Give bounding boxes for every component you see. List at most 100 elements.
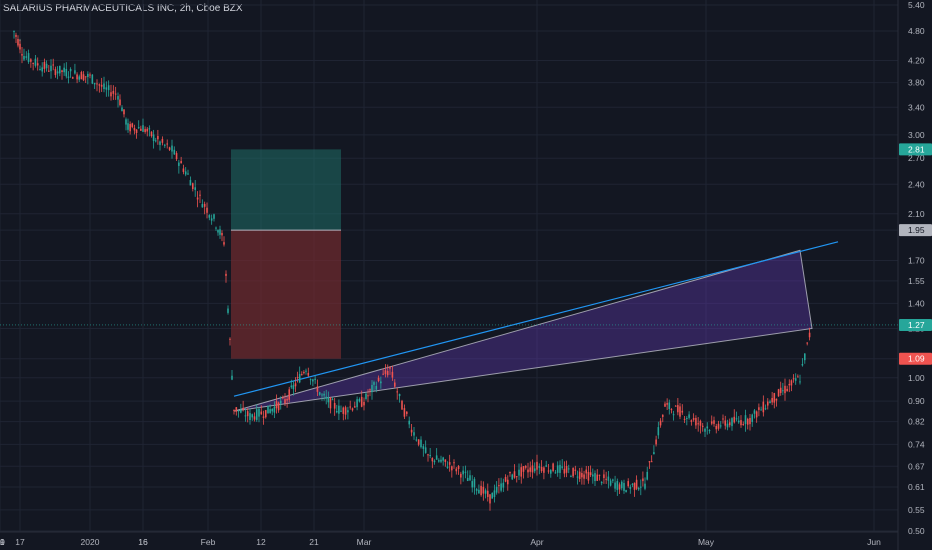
price-tick-label: 1.55 xyxy=(908,276,925,286)
candle-body xyxy=(344,407,347,415)
candle-body xyxy=(309,379,312,381)
candle-body xyxy=(554,472,557,474)
price-badge-label: 1.27 xyxy=(908,320,925,330)
candle-body xyxy=(612,479,614,481)
candle-body xyxy=(277,402,280,411)
candle-body xyxy=(129,124,131,132)
candle-body xyxy=(733,416,736,423)
time-tick-label: Feb xyxy=(201,537,216,547)
candle-body xyxy=(154,140,157,142)
time-tick-label: 17 xyxy=(15,537,25,547)
candle-body xyxy=(545,465,547,467)
candle-body xyxy=(84,76,87,78)
candle-body xyxy=(531,465,534,473)
candle-body xyxy=(683,418,686,420)
candle-body xyxy=(513,471,516,478)
candle-body xyxy=(43,61,46,69)
price-badge xyxy=(899,352,932,365)
candle-body xyxy=(435,455,438,460)
candle-body xyxy=(235,407,238,412)
candle-body xyxy=(804,353,806,361)
candle-body xyxy=(144,129,146,132)
price-tick-label: 0.67 xyxy=(908,461,925,471)
candle-body xyxy=(215,227,217,229)
candle-body xyxy=(161,138,164,143)
candle-body xyxy=(298,374,301,383)
candle-body xyxy=(331,399,334,401)
candle-body xyxy=(48,70,50,72)
candle-body xyxy=(127,123,129,130)
candle-body xyxy=(420,439,422,448)
candle-body xyxy=(168,147,171,150)
candle-body xyxy=(131,123,134,127)
candle-body xyxy=(433,460,436,463)
candle-body xyxy=(455,468,458,472)
candle-body xyxy=(305,370,307,372)
candle-body xyxy=(225,273,227,276)
candle-body xyxy=(655,439,657,445)
candle-body xyxy=(296,376,299,378)
candle-body xyxy=(457,466,460,470)
price-tick-label: 0.55 xyxy=(908,505,925,515)
candle-body xyxy=(21,54,23,56)
candle-body xyxy=(340,410,342,412)
candle-body xyxy=(522,466,525,472)
price-badge-label: 2.81 xyxy=(908,144,925,154)
candle-body xyxy=(670,409,673,411)
candle-body xyxy=(114,93,117,95)
candle-body xyxy=(471,481,474,488)
candle-body xyxy=(708,430,711,432)
candle-body xyxy=(380,381,382,384)
candle-body xyxy=(529,467,532,472)
candle-body xyxy=(351,408,354,411)
candle-body xyxy=(133,127,136,131)
candle-body xyxy=(231,375,233,380)
candle-body xyxy=(460,473,462,478)
candle-body xyxy=(267,405,269,414)
candle-body xyxy=(286,398,288,401)
chart-title: SALARIUS PHARMACEUTICALS INC, 2h, Cboe B… xyxy=(3,3,243,14)
candle-body xyxy=(258,408,260,417)
candle-body xyxy=(719,425,722,427)
candle-body xyxy=(135,129,138,133)
candle-body xyxy=(401,400,403,410)
candle-body xyxy=(424,447,427,453)
candle-body xyxy=(509,471,511,474)
candle-body xyxy=(442,457,444,461)
candle-body xyxy=(100,84,103,87)
candle-body xyxy=(484,490,487,494)
candle-body xyxy=(413,432,415,436)
candle-body xyxy=(76,74,78,80)
candle-body xyxy=(618,484,621,490)
candle-body xyxy=(253,416,256,420)
candle-body xyxy=(237,410,240,412)
candle-body xyxy=(775,398,778,401)
candle-body xyxy=(801,364,804,366)
candle-body xyxy=(389,366,391,369)
candle-body xyxy=(493,490,496,498)
candle-body xyxy=(464,471,467,473)
candle-body xyxy=(187,173,189,175)
candle-body xyxy=(751,414,754,422)
candle-body xyxy=(59,65,61,74)
candle-body xyxy=(189,180,192,186)
candle-body xyxy=(603,474,605,479)
candle-body xyxy=(146,128,149,132)
candle-body xyxy=(701,425,704,427)
candle-body xyxy=(792,378,795,380)
candle-body xyxy=(520,467,523,477)
candle-body xyxy=(13,30,15,32)
candle-body xyxy=(650,461,653,463)
candle-body xyxy=(661,414,664,417)
candle-body xyxy=(19,43,21,50)
candle-body xyxy=(157,135,159,140)
candle-body xyxy=(623,483,625,491)
candle-body xyxy=(616,480,619,490)
candle-body xyxy=(598,474,601,476)
candle-body xyxy=(540,466,543,472)
candle-body xyxy=(148,128,151,130)
candle-body xyxy=(550,470,552,474)
candle-body xyxy=(321,394,323,396)
candle-body xyxy=(782,390,784,392)
